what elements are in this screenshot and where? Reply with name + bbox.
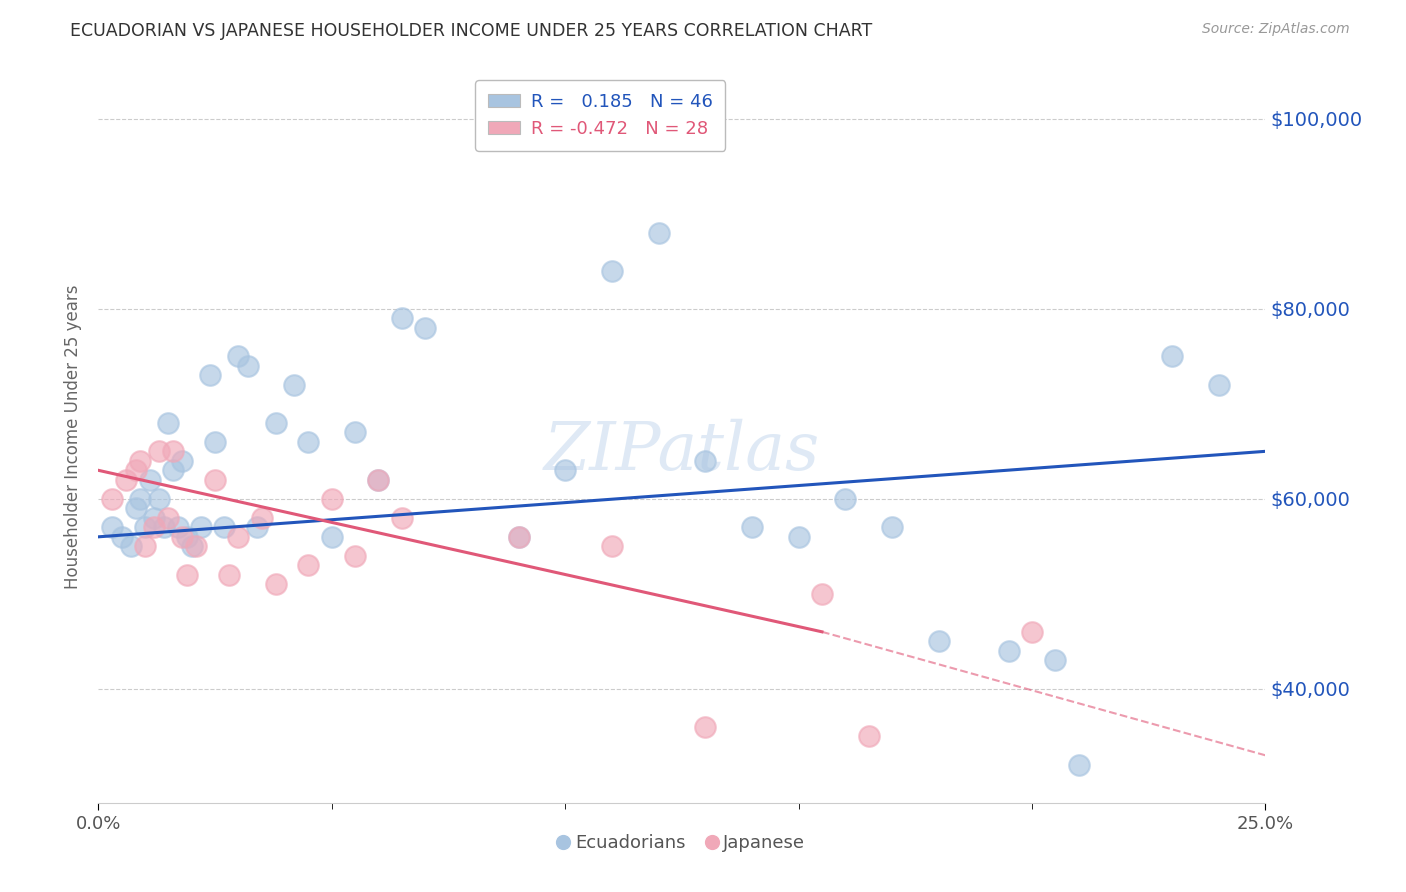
Point xyxy=(139,473,162,487)
Point xyxy=(250,511,273,525)
Point xyxy=(152,520,174,534)
Point xyxy=(321,530,343,544)
Point xyxy=(111,530,134,544)
Point xyxy=(200,368,222,383)
Point xyxy=(246,520,269,534)
Point xyxy=(162,444,184,458)
Point xyxy=(120,539,142,553)
Point xyxy=(228,349,250,363)
Point xyxy=(228,530,250,544)
Point xyxy=(928,634,950,648)
Point xyxy=(600,539,623,553)
Point xyxy=(1045,653,1067,667)
Point xyxy=(157,511,180,525)
Point xyxy=(508,530,530,544)
Point xyxy=(166,520,188,534)
Point xyxy=(148,491,170,506)
Point xyxy=(172,530,194,544)
Text: ECUADORIAN VS JAPANESE HOUSEHOLDER INCOME UNDER 25 YEARS CORRELATION CHART: ECUADORIAN VS JAPANESE HOUSEHOLDER INCOM… xyxy=(70,22,873,40)
Text: ZIPatlas: ZIPatlas xyxy=(544,419,820,484)
Point xyxy=(741,520,763,534)
Point xyxy=(600,264,623,278)
Point xyxy=(811,587,834,601)
Point xyxy=(344,425,367,440)
Point xyxy=(129,491,152,506)
Y-axis label: Householder Income Under 25 years: Householder Income Under 25 years xyxy=(63,285,82,590)
Point xyxy=(1161,349,1184,363)
Point xyxy=(413,321,436,335)
Point xyxy=(508,530,530,544)
Point xyxy=(344,549,367,563)
Point xyxy=(101,491,124,506)
Point xyxy=(134,520,156,534)
Point xyxy=(101,520,124,534)
Point xyxy=(125,463,148,477)
Point xyxy=(115,473,138,487)
Point xyxy=(186,539,208,553)
Point xyxy=(264,577,287,591)
Point xyxy=(143,511,166,525)
Legend: Ecuadorians, Japanese: Ecuadorians, Japanese xyxy=(551,827,813,860)
Point xyxy=(787,530,810,544)
Point xyxy=(647,226,669,240)
Point xyxy=(391,311,413,326)
Point xyxy=(858,729,880,743)
Point xyxy=(162,463,184,477)
Point xyxy=(264,416,287,430)
Point xyxy=(1208,377,1230,392)
Point xyxy=(172,454,194,468)
Point xyxy=(283,377,305,392)
Point xyxy=(204,473,226,487)
Point xyxy=(554,463,576,477)
Point xyxy=(236,359,259,373)
Point xyxy=(321,491,343,506)
Point xyxy=(134,539,156,553)
Point xyxy=(1021,624,1043,639)
Point xyxy=(1067,757,1090,772)
Point xyxy=(125,501,148,516)
Point xyxy=(129,454,152,468)
Point xyxy=(367,473,389,487)
Point xyxy=(180,539,202,553)
Point xyxy=(880,520,903,534)
Point xyxy=(391,511,413,525)
Point xyxy=(214,520,236,534)
Point xyxy=(176,567,198,582)
Point xyxy=(695,720,717,734)
Point xyxy=(297,558,319,573)
Point xyxy=(204,434,226,449)
Point xyxy=(148,444,170,458)
Point xyxy=(997,644,1019,658)
Point xyxy=(218,567,240,582)
Point xyxy=(367,473,389,487)
Point xyxy=(157,416,180,430)
Text: Source: ZipAtlas.com: Source: ZipAtlas.com xyxy=(1202,22,1350,37)
Point xyxy=(695,454,717,468)
Point xyxy=(190,520,212,534)
Point xyxy=(143,520,166,534)
Point xyxy=(834,491,856,506)
Point xyxy=(297,434,319,449)
Point xyxy=(176,530,198,544)
